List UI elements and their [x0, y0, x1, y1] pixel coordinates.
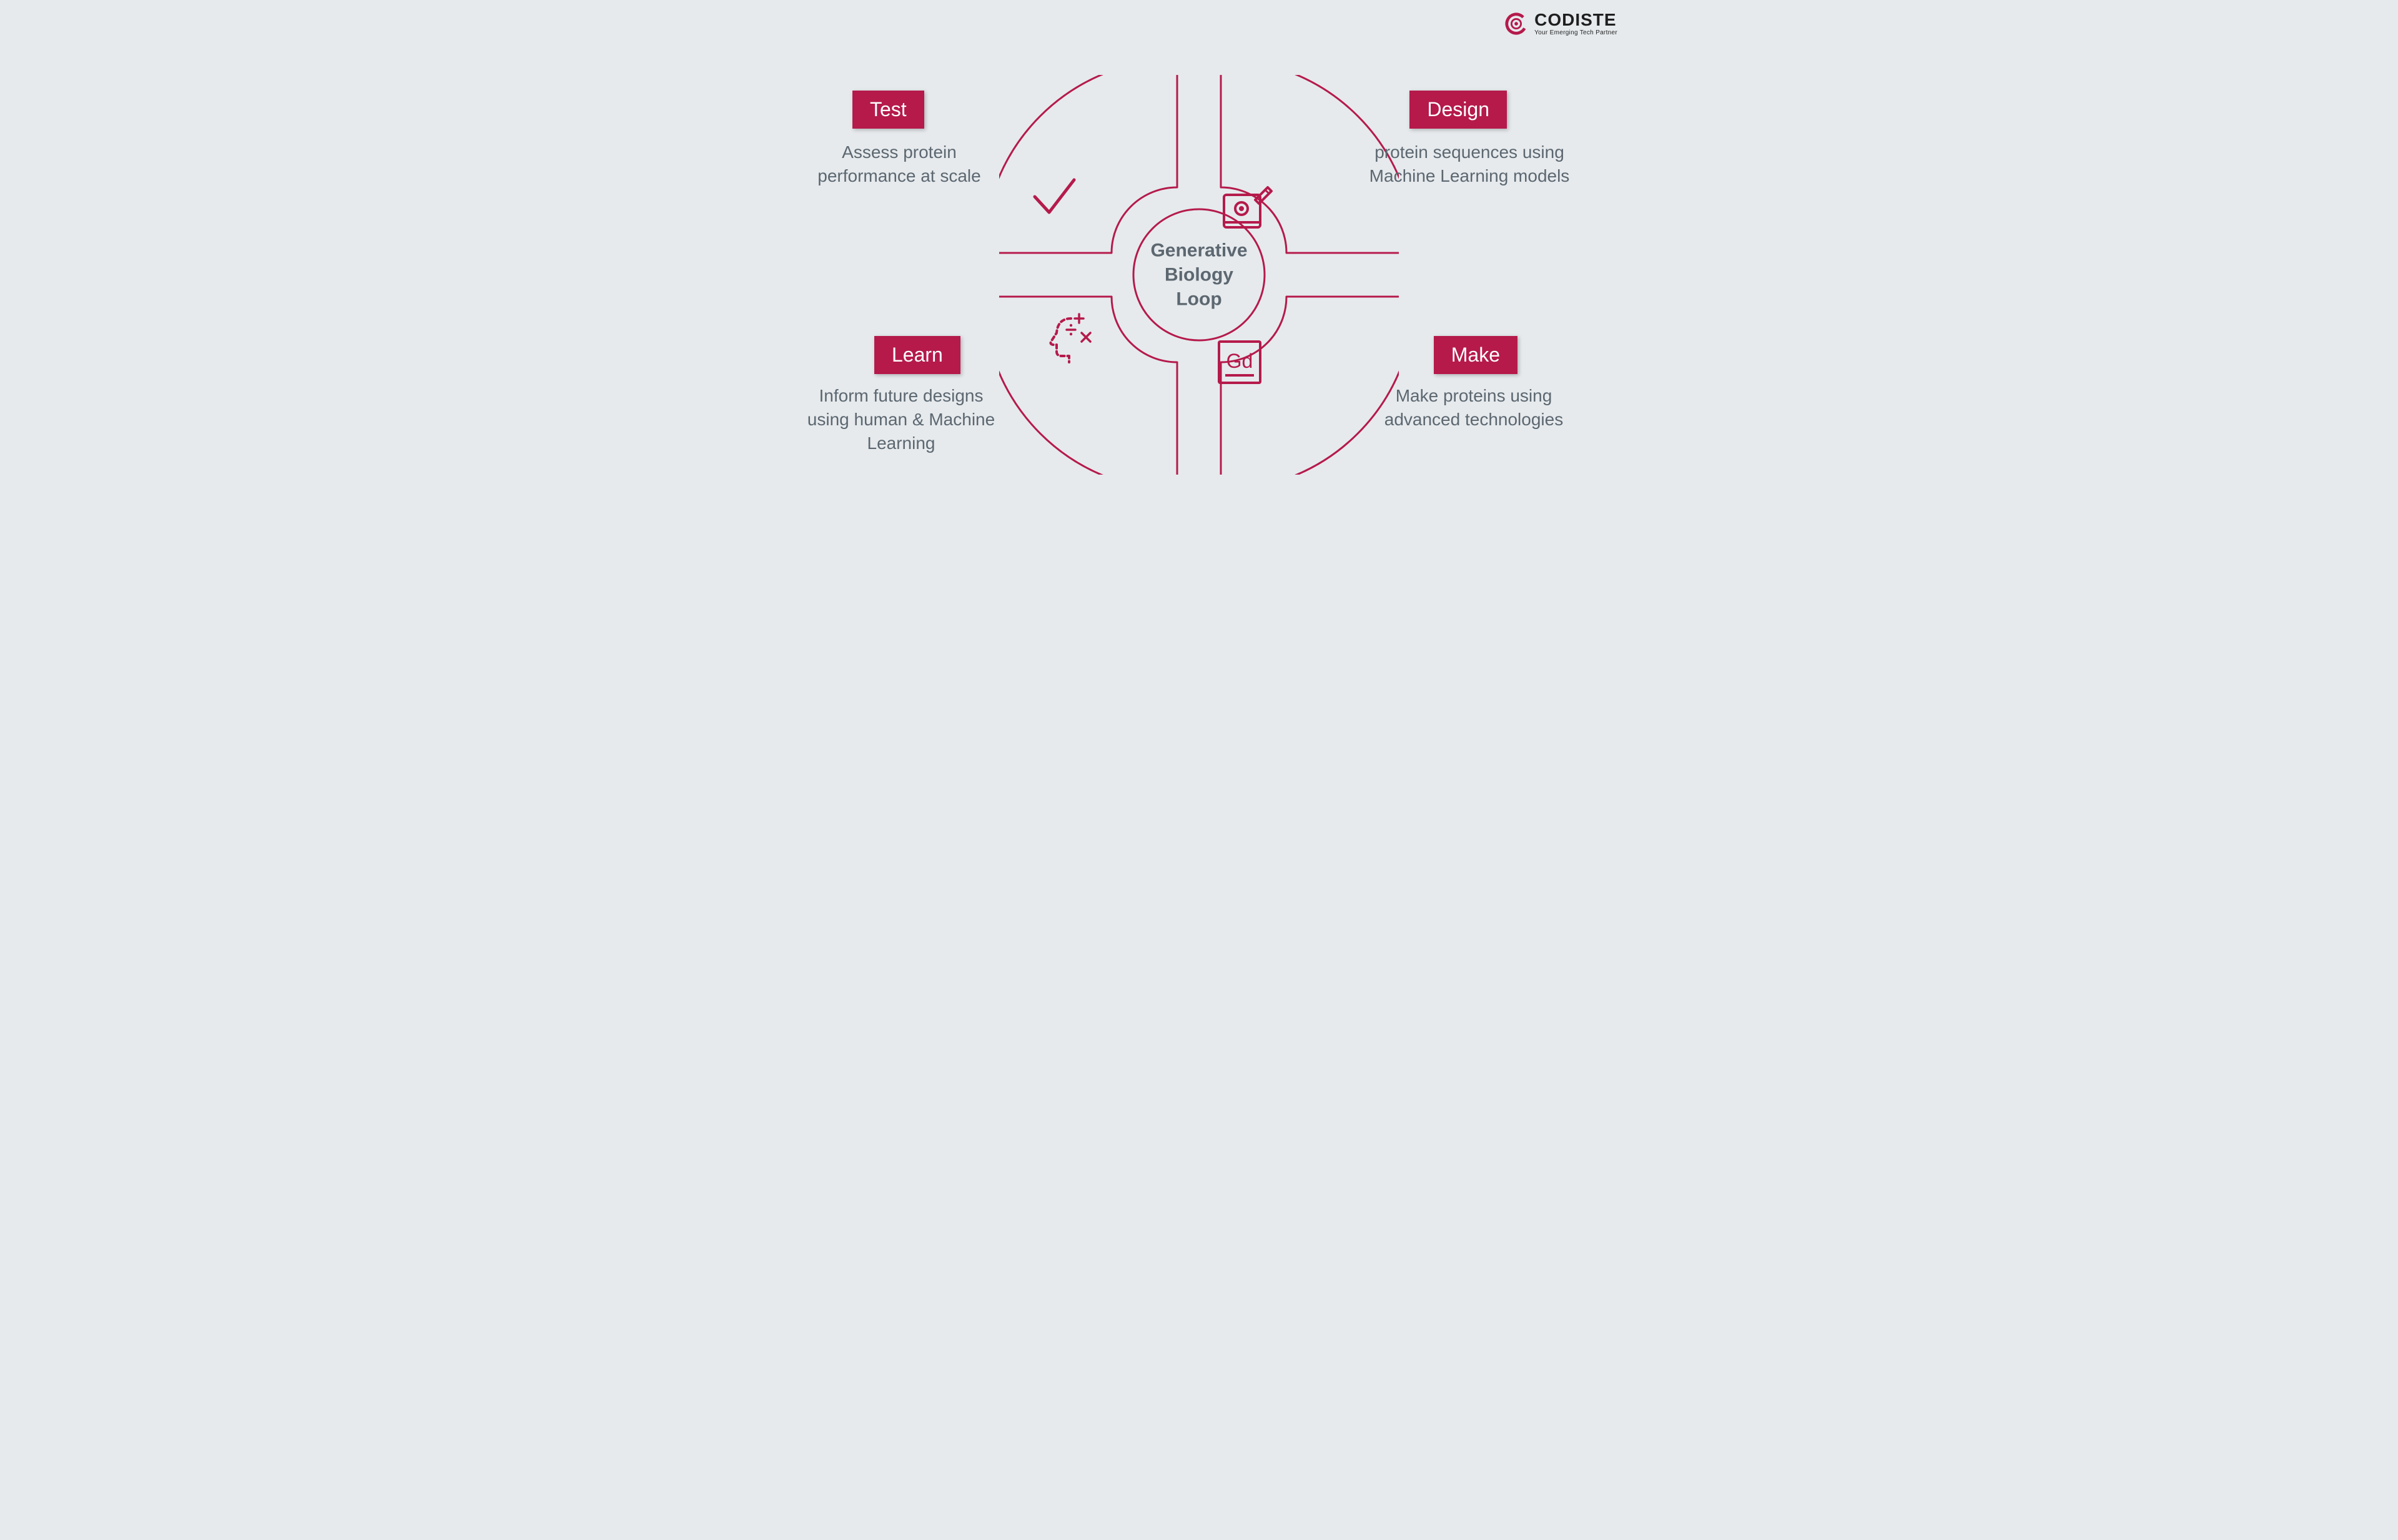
brand-logo: CODISTE Your Emerging Tech Partner: [1504, 11, 1617, 36]
center-line2: Biology: [1165, 265, 1233, 285]
element-gd-icon: Gd: [1211, 334, 1268, 390]
infographic-canvas: CODISTE Your Emerging Tech Partner Gener…: [762, 0, 1636, 550]
center-line1: Generative: [1150, 240, 1247, 261]
design-description: protein sequences using Machine Learning…: [1357, 141, 1582, 188]
checkmark-icon: [1025, 169, 1082, 225]
logo-title: CODISTE: [1534, 11, 1617, 29]
make-badge: Make: [1434, 336, 1517, 374]
test-badge: Test: [852, 91, 924, 129]
test-description: Assess protein performance at scale: [799, 141, 999, 188]
center-title: Generative Biology Loop: [1137, 239, 1261, 312]
learn-description: Inform future designs using human & Mach…: [798, 384, 1004, 455]
design-tablet-icon: [1218, 181, 1274, 237]
learn-badge: Learn: [874, 336, 960, 374]
logo-mark-icon: [1504, 12, 1528, 36]
make-description: Make proteins using advanced technologie…: [1358, 384, 1589, 432]
logo-subtitle: Your Emerging Tech Partner: [1534, 30, 1617, 36]
design-badge: Design: [1409, 91, 1507, 129]
svg-text:Gd: Gd: [1226, 350, 1253, 372]
ai-head-icon: [1043, 309, 1099, 365]
center-line3: Loop: [1176, 289, 1221, 310]
